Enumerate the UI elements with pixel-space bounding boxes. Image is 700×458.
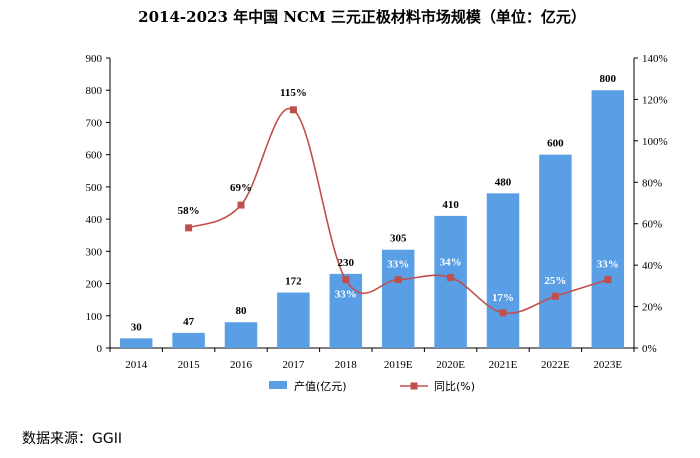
growth-line: [185, 106, 612, 317]
bar: [329, 273, 363, 348]
growth-point: [342, 276, 350, 284]
growth-point: [394, 276, 402, 284]
chart-title: 2014-2023 年中国 NCM 三元正极材料市场规模（单位：亿元）: [138, 8, 586, 26]
bar-value-label: 480: [495, 176, 512, 188]
bar-value-label: 30: [131, 321, 143, 333]
growth-value-label: 115%: [280, 87, 307, 99]
bar: [434, 215, 467, 348]
x-tick-label: 2018: [335, 359, 358, 371]
bar: [539, 154, 572, 348]
left-tick-label: 200: [86, 279, 103, 291]
growth-value-label: 34%: [440, 257, 462, 269]
bar-value-label: 800: [600, 73, 617, 85]
right-tick-label: 120%: [642, 94, 668, 106]
bar-value-label: 230: [338, 257, 355, 269]
bar: [591, 90, 625, 348]
legend-bar-swatch: [269, 381, 287, 389]
growth-value-label: 69%: [230, 182, 252, 194]
growth-value-label: 25%: [544, 275, 566, 287]
bar: [381, 249, 415, 348]
growth-point: [551, 292, 559, 300]
legend-bar-label: 产值(亿元): [294, 379, 347, 393]
legend-line-marker: [410, 382, 418, 390]
bars: [119, 90, 625, 348]
x-tick-label: 2014: [125, 359, 148, 371]
left-tick-label: 800: [86, 85, 103, 97]
x-tick-label: 2015: [178, 359, 201, 371]
growth-value-label: 33%: [335, 289, 357, 301]
right-tick-label: 0%: [642, 343, 657, 355]
left-tick-label: 700: [86, 117, 103, 129]
right-tick-label: 100%: [642, 136, 668, 148]
growth-line-path: [188, 107, 609, 315]
left-tick-label: 900: [86, 53, 103, 65]
growth-point: [604, 276, 612, 284]
left-tick-label: 300: [86, 246, 103, 258]
legend-line-label: 同比(%): [434, 380, 475, 393]
x-tick-label: 2016: [230, 359, 253, 371]
x-tick-label: 2017: [282, 359, 305, 371]
left-tick-label: 100: [86, 311, 103, 323]
left-tick-label: 600: [86, 150, 103, 162]
source-note: 数据来源：GGII: [22, 431, 122, 447]
bar: [119, 338, 153, 348]
growth-value-label: 33%: [387, 259, 409, 271]
bar-value-label: 80: [236, 305, 248, 317]
right-tick-label: 40%: [642, 260, 662, 272]
x-tick-label: 2021E: [489, 359, 518, 371]
bar: [277, 292, 310, 348]
growth-point: [185, 224, 193, 232]
growth-point: [237, 201, 245, 209]
bar-value-label: 172: [285, 276, 302, 288]
growth-point: [499, 309, 507, 317]
growth-point: [447, 274, 455, 282]
axes: 0 100 200 300 400 500 600 700 800 900 0% 20% 40% 60% 8…: [86, 53, 668, 371]
growth-value-label: 33%: [597, 259, 619, 271]
bar-value-label: 47: [183, 316, 195, 328]
chart: 2014-2023 年中国 NCM 三元正极材料市场规模（单位：亿元） 0 100…: [86, 8, 668, 393]
right-tick-label: 140%: [642, 53, 668, 65]
left-tick-label: 400: [86, 214, 103, 226]
right-tick-label: 60%: [642, 219, 662, 231]
bar-value-label: 600: [547, 138, 564, 150]
x-tick-label: 2023E: [593, 359, 622, 371]
bar: [224, 322, 258, 348]
bar-value-label: 305: [390, 233, 407, 245]
bar: [172, 332, 205, 348]
left-tick-label: 500: [86, 182, 103, 194]
growth-point: [289, 106, 297, 114]
x-tick-label: 2022E: [541, 359, 570, 371]
x-tick-label: 2019E: [384, 359, 413, 371]
growth-value-label: 58%: [178, 205, 200, 217]
bar: [486, 193, 520, 348]
right-tick-label: 20%: [642, 302, 662, 314]
right-tick-label: 80%: [642, 177, 662, 189]
bar-value-label: 410: [442, 199, 459, 211]
growth-value-label: 17%: [492, 292, 514, 304]
x-tick-label: 2020E: [436, 359, 465, 371]
legend: 产值(亿元) 同比(%): [269, 379, 475, 393]
data-labels: 30 47 80 172 230 305 410 480 600 800 58% 69% 115% 33%…: [131, 73, 619, 333]
left-tick-label: 0: [97, 343, 103, 355]
